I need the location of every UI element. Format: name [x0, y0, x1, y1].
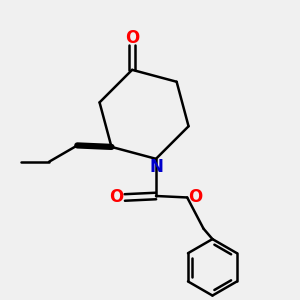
Text: N: N	[149, 158, 163, 176]
Text: O: O	[188, 188, 203, 206]
Text: O: O	[109, 188, 124, 206]
Text: O: O	[125, 29, 139, 47]
